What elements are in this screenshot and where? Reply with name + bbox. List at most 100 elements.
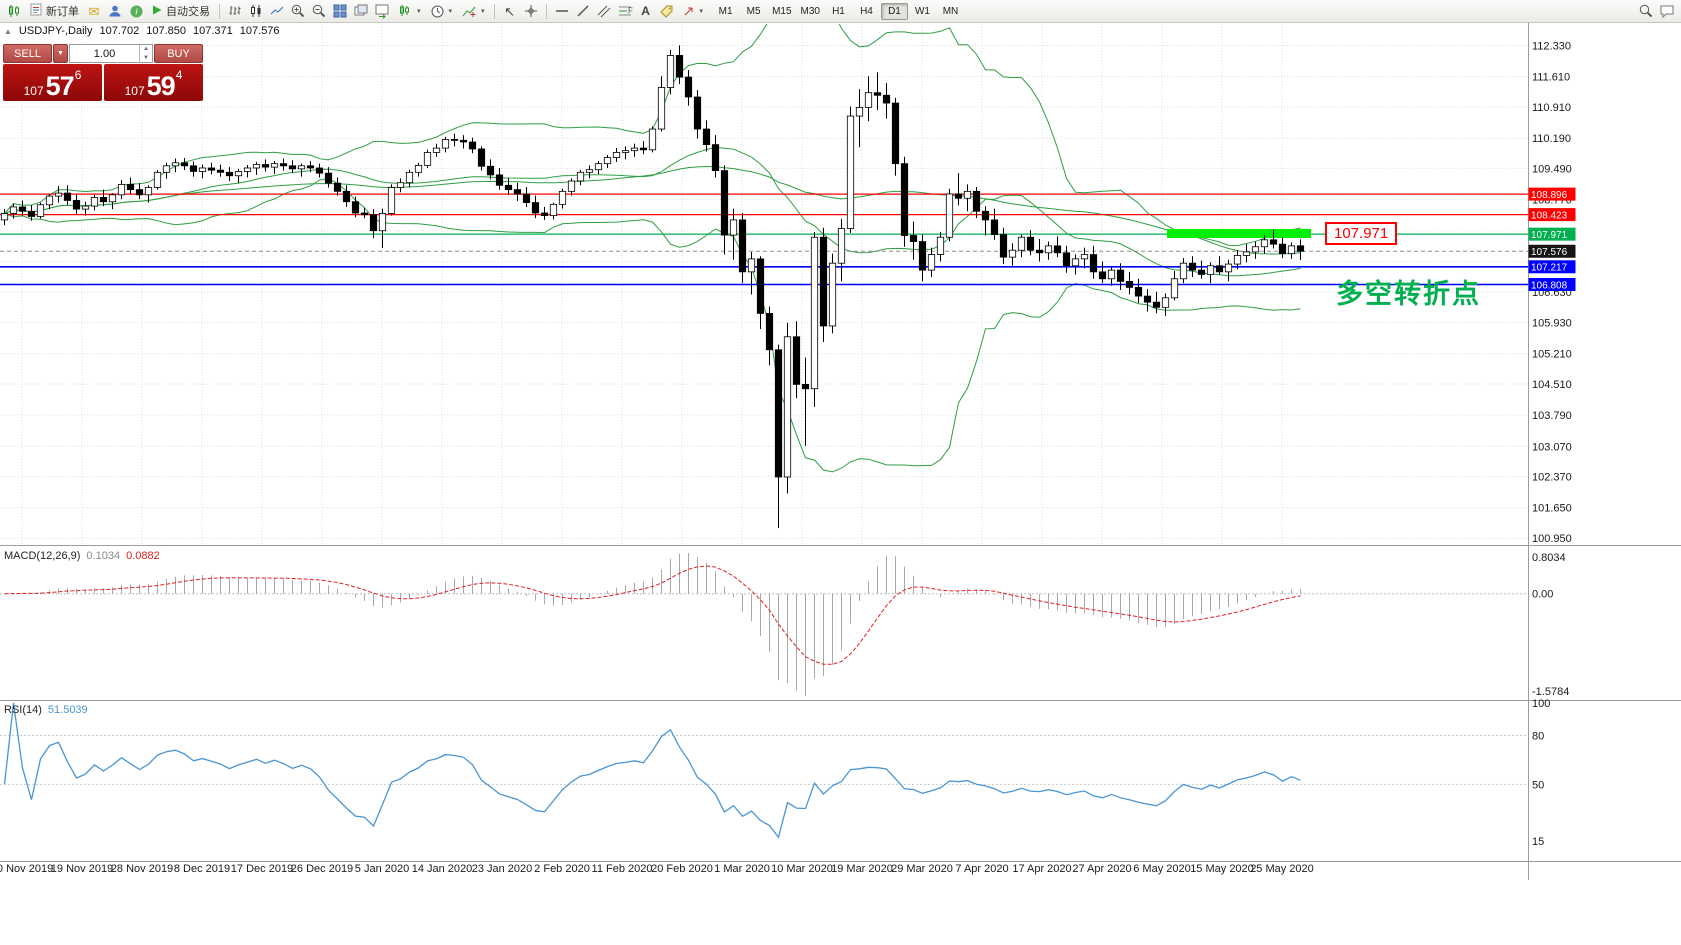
- svg-text:108.423: 108.423: [1531, 210, 1568, 221]
- main-toolbar: 新订单 ✉ i 自动交易: [0, 0, 1681, 23]
- ohlc-low: 107.371: [193, 25, 233, 37]
- volume-dropdown[interactable]: ▼: [53, 44, 68, 63]
- ohlc-high: 107.850: [146, 25, 187, 37]
- chat-icon[interactable]: [1657, 2, 1677, 20]
- periods-dropdown[interactable]: ▾: [426, 2, 457, 20]
- one-click-toggle-icon[interactable]: ▲: [4, 26, 12, 36]
- svg-text:101.650: 101.650: [1532, 503, 1572, 515]
- one-click-trading-panel: SELL ▼ 1.00 ▲ ▼ BUY 107 57 6 107 59 4: [3, 44, 203, 101]
- candlestick-chart-type-icon[interactable]: [246, 2, 266, 20]
- line-chart-type-icon[interactable]: [267, 2, 287, 20]
- timeframe-h4[interactable]: H4: [860, 5, 873, 17]
- sell-price-display[interactable]: 107 57 6: [3, 64, 102, 101]
- svg-text:112.330: 112.330: [1532, 41, 1571, 53]
- svg-text:105.210: 105.210: [1532, 349, 1572, 361]
- cursor-icon[interactable]: ↖: [504, 3, 515, 19]
- svg-text:0.8034: 0.8034: [1532, 552, 1566, 564]
- macd-axis[interactable]: 0.8034 0.00 -1.5784: [1532, 552, 1569, 698]
- svg-text:6 May 2020: 6 May 2020: [1133, 863, 1190, 875]
- crosshair-icon[interactable]: [521, 2, 541, 20]
- toolbar-separator: [493, 3, 495, 19]
- timeframe-w1[interactable]: W1: [914, 5, 930, 17]
- svg-text:19 Mar 2020: 19 Mar 2020: [831, 863, 893, 875]
- chart-symbol-period: USDJPY-,Daily: [18, 25, 93, 37]
- svg-text:-1.5784: -1.5784: [1532, 686, 1569, 698]
- volume-value: 1.00: [93, 47, 116, 60]
- rsi-indicator-label: RSI(14) 51.5039: [4, 704, 88, 716]
- horizontal-line-tool-icon[interactable]: [552, 2, 572, 20]
- text-tool-icon[interactable]: A: [641, 4, 650, 18]
- cascade-windows-icon[interactable]: [351, 2, 371, 20]
- svg-text:80: 80: [1532, 731, 1544, 743]
- svg-text:29 Mar 2020: 29 Mar 2020: [891, 863, 953, 875]
- toolbar-separator: [545, 3, 547, 19]
- zoom-in-icon[interactable]: [288, 2, 308, 20]
- sell-button[interactable]: SELL: [3, 44, 52, 63]
- trendline-tool-icon[interactable]: [573, 2, 593, 20]
- resistance-highlight-bar[interactable]: [1167, 228, 1311, 238]
- timeframe-m1[interactable]: M1: [718, 5, 733, 17]
- info-icon[interactable]: i: [126, 2, 146, 20]
- buy-button[interactable]: BUY: [154, 44, 203, 63]
- chart-shortcut-icon[interactable]: [4, 2, 24, 20]
- svg-text:1 Mar 2020: 1 Mar 2020: [714, 863, 770, 875]
- timeframe-bar: M1 M5 M15 M30 H1 H4 D1 W1 MN: [712, 2, 964, 20]
- arrange-windows-icon[interactable]: [372, 2, 392, 20]
- svg-text:102.370: 102.370: [1532, 472, 1572, 484]
- channel-tool-icon[interactable]: [594, 2, 614, 20]
- svg-text:110.910: 110.910: [1532, 102, 1571, 114]
- timeframe-m5[interactable]: M5: [746, 5, 761, 17]
- svg-text:17 Apr 2020: 17 Apr 2020: [1012, 863, 1071, 875]
- svg-text:15 May 2020: 15 May 2020: [1190, 863, 1254, 875]
- label-tool-icon[interactable]: [657, 2, 677, 20]
- price-callout-box[interactable]: 107.971: [1325, 222, 1398, 245]
- tile-windows-icon[interactable]: [330, 2, 350, 20]
- rsi-axis[interactable]: 100 80 50 15: [1532, 698, 1550, 848]
- autotrading-button[interactable]: 自动交易: [147, 2, 214, 20]
- svg-text:100: 100: [1532, 698, 1550, 710]
- svg-text:111.610: 111.610: [1532, 72, 1570, 84]
- panel-separators[interactable]: [0, 23, 1681, 880]
- volume-input[interactable]: 1.00 ▲ ▼: [69, 44, 153, 63]
- svg-text:15: 15: [1532, 836, 1544, 848]
- svg-text:105.930: 105.930: [1532, 317, 1572, 329]
- zoom-out-icon[interactable]: [309, 2, 329, 20]
- toolbar-separator: [219, 3, 220, 19]
- new-order-icon: [29, 2, 43, 20]
- svg-text:2 Feb 2020: 2 Feb 2020: [534, 863, 590, 875]
- price-axis[interactable]: 112.330111.610110.910110.190109.490108.7…: [1528, 41, 1576, 546]
- svg-text:8 Dec 2019: 8 Dec 2019: [174, 863, 230, 875]
- timeframe-m15[interactable]: M15: [772, 5, 792, 17]
- svg-text:7 Apr 2020: 7 Apr 2020: [955, 863, 1008, 875]
- rsi-panel: [0, 702, 1528, 839]
- mail-icon[interactable]: ✉: [88, 3, 100, 19]
- autotrading-play-icon: [151, 4, 163, 19]
- arrows-dropdown[interactable]: ▾: [678, 2, 708, 20]
- new-chart-dropdown[interactable]: ▾: [393, 2, 425, 20]
- volume-spinner[interactable]: ▲ ▼: [139, 45, 152, 62]
- timeframe-m30[interactable]: M30: [800, 5, 820, 17]
- svg-text:19 Nov 2019: 19 Nov 2019: [51, 863, 113, 875]
- svg-text:20 Feb 2020: 20 Feb 2020: [651, 863, 713, 875]
- turning-point-annotation[interactable]: 多空转折点: [1336, 279, 1481, 309]
- indicators-dropdown[interactable]: ▾: [457, 2, 489, 20]
- timeframe-d1[interactable]: D1: [880, 2, 908, 20]
- svg-text:23 Jan 2020: 23 Jan 2020: [472, 863, 533, 875]
- new-order-button[interactable]: 新订单: [25, 2, 83, 20]
- buy-price-display[interactable]: 107 59 4: [104, 64, 203, 101]
- profiles-icon[interactable]: [105, 2, 125, 20]
- fibonacci-tool-icon[interactable]: F: [615, 2, 635, 20]
- svg-text:25 May 2020: 25 May 2020: [1250, 863, 1314, 875]
- svg-text:10 Nov 2019: 10 Nov 2019: [0, 863, 53, 875]
- timeframe-mn[interactable]: MN: [942, 5, 959, 17]
- chart-header: ▲ USDJPY-,Daily 107.702 107.850 107.371 …: [4, 25, 280, 37]
- timeframe-h1[interactable]: H1: [832, 5, 845, 17]
- svg-text:0.00: 0.00: [1532, 589, 1553, 601]
- svg-text:27 Apr 2020: 27 Apr 2020: [1072, 863, 1131, 875]
- new-order-label: 新订单: [46, 6, 79, 18]
- bar-chart-type-icon[interactable]: [225, 2, 245, 20]
- search-symbol-icon[interactable]: [1636, 2, 1656, 20]
